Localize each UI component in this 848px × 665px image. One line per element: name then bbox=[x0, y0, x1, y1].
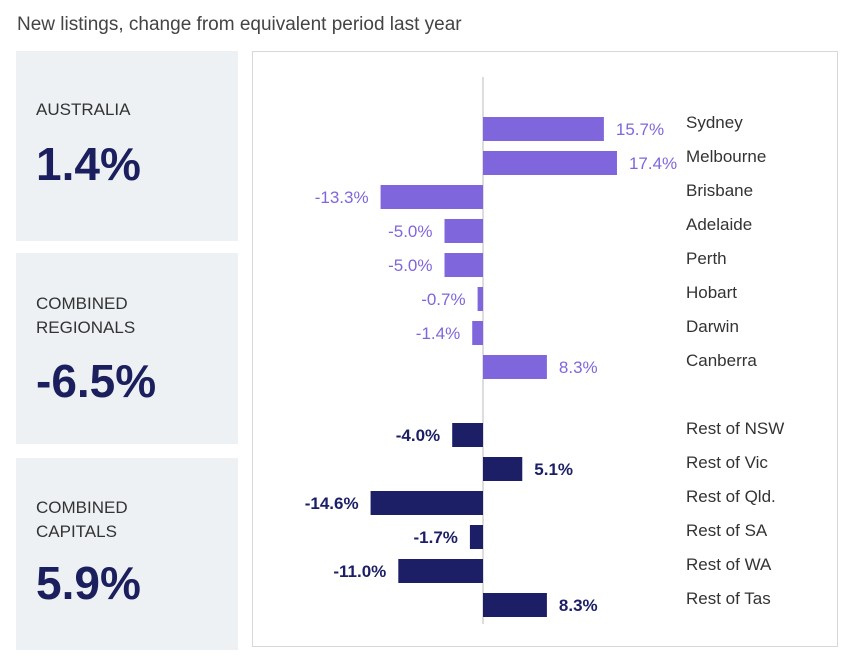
stat-card-value: 5.9% bbox=[36, 557, 141, 609]
data-label-rest-of-nsw: -4.0% bbox=[396, 426, 440, 445]
category-label-brisbane: Brisbane bbox=[686, 181, 753, 200]
bar-melbourne bbox=[483, 151, 617, 175]
category-label-rest-of-wa: Rest of WA bbox=[686, 555, 772, 574]
bar-rest-of-wa bbox=[398, 559, 483, 583]
stat-card-label: COMBINED CAPITALS bbox=[36, 498, 128, 541]
data-label-rest-of-qld: -14.6% bbox=[305, 494, 359, 513]
data-label-brisbane: -13.3% bbox=[315, 188, 369, 207]
category-label-perth: Perth bbox=[686, 249, 727, 268]
data-label-rest-of-vic: 5.1% bbox=[534, 460, 573, 479]
data-label-rest-of-wa: -11.0% bbox=[333, 562, 386, 581]
category-label-adelaide: Adelaide bbox=[686, 215, 752, 234]
data-label-perth: -5.0% bbox=[388, 256, 432, 275]
bar-rest-of-qld bbox=[370, 491, 483, 515]
category-label-rest-of-nsw: Rest of NSW bbox=[686, 419, 784, 438]
stat-card-label: AUSTRALIA bbox=[36, 100, 131, 119]
bar-sydney bbox=[483, 117, 604, 141]
bar-darwin bbox=[472, 321, 483, 345]
category-label-rest-of-qld: Rest of Qld. bbox=[686, 487, 776, 506]
stat-card-combined-regionals: COMBINED REGIONALS -6.5% bbox=[16, 253, 238, 444]
bar-adelaide bbox=[444, 219, 483, 243]
data-label-rest-of-sa: -1.7% bbox=[413, 528, 457, 547]
bar-rest-of-nsw bbox=[452, 423, 483, 447]
data-label-rest-of-tas: 8.3% bbox=[559, 596, 598, 615]
category-label-rest-of-sa: Rest of SA bbox=[686, 521, 768, 540]
bar-hobart bbox=[477, 287, 483, 311]
category-label-rest-of-tas: Rest of Tas bbox=[686, 589, 771, 608]
bar-canberra bbox=[483, 355, 547, 379]
stat-card-australia: AUSTRALIA 1.4% bbox=[16, 51, 238, 241]
stat-card-value: 1.4% bbox=[36, 138, 141, 190]
chart-title: New listings, change from equivalent per… bbox=[17, 14, 462, 35]
stat-card-label: COMBINED REGIONALS bbox=[36, 294, 136, 337]
bar-rest-of-vic bbox=[483, 457, 523, 481]
category-label-rest-of-vic: Rest of Vic bbox=[686, 453, 768, 472]
data-label-sydney: 15.7% bbox=[616, 120, 664, 139]
bar-rest-of-sa bbox=[469, 525, 483, 549]
category-label-sydney: Sydney bbox=[686, 113, 743, 132]
data-label-melbourne: 17.4% bbox=[629, 154, 677, 173]
bar-chart: 15.7% Sydney 17.4% Melbourne -13.3% Brisbane -… bbox=[305, 77, 784, 624]
category-label-melbourne: Melbourne bbox=[686, 147, 766, 166]
data-label-adelaide: -5.0% bbox=[388, 222, 432, 241]
category-label-darwin: Darwin bbox=[686, 317, 739, 336]
data-label-hobart: -0.7% bbox=[421, 290, 465, 309]
chart-frame: 15.7% Sydney 17.4% Melbourne -13.3% Brisbane -… bbox=[252, 51, 838, 647]
bar-rest-of-tas bbox=[483, 593, 547, 617]
category-label-hobart: Hobart bbox=[686, 283, 737, 302]
bar-perth bbox=[444, 253, 483, 277]
data-label-darwin: -1.4% bbox=[416, 324, 460, 343]
stat-card-combined-capitals: COMBINED CAPITALS 5.9% bbox=[16, 458, 238, 650]
bar-brisbane bbox=[380, 185, 483, 209]
stat-card-value: -6.5% bbox=[36, 355, 157, 407]
data-label-canberra: 8.3% bbox=[559, 358, 598, 377]
category-label-canberra: Canberra bbox=[686, 351, 757, 370]
